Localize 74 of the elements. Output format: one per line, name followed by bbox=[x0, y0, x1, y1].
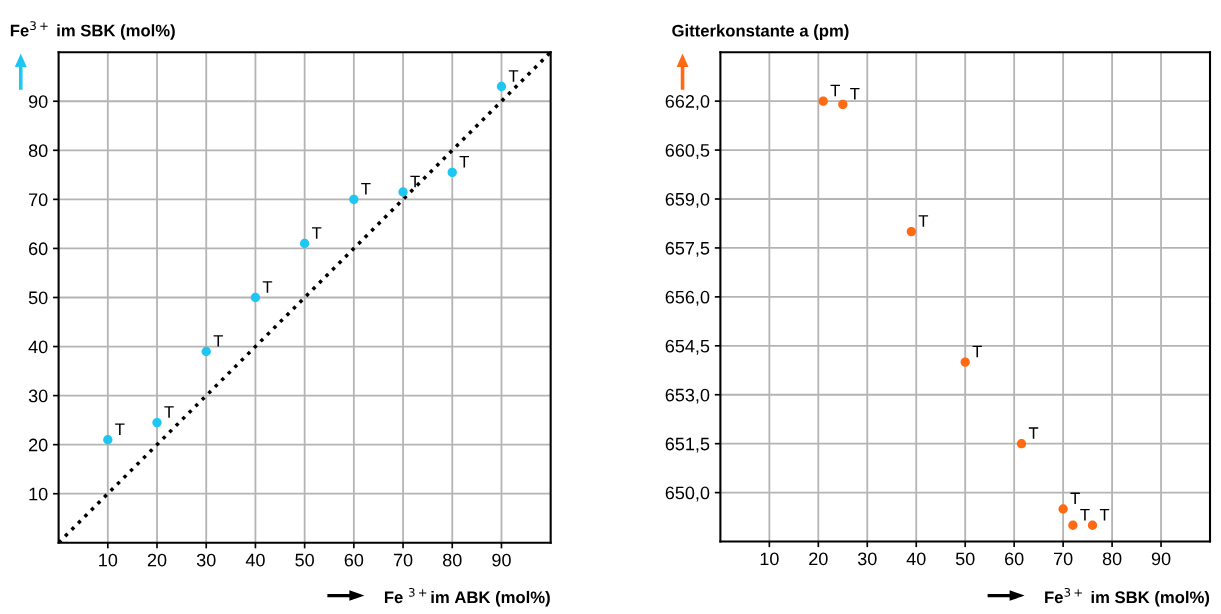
point bbox=[1016, 439, 1027, 449]
annotation: T bbox=[1070, 492, 1080, 505]
y-tick-label: 654,5 bbox=[665, 339, 710, 355]
point bbox=[1058, 504, 1068, 514]
y-axis-title: Fe$^{3+}$ im SBK (mol%) bbox=[10, 21, 175, 40]
annotation: T bbox=[830, 84, 840, 97]
y-tick-label: 653,0 bbox=[665, 388, 710, 404]
x-tick-label: 20 bbox=[147, 553, 167, 567]
x-tick-label: 60 bbox=[344, 553, 364, 567]
annotation: T bbox=[361, 183, 371, 195]
annotation: T bbox=[213, 335, 223, 347]
point bbox=[496, 81, 507, 92]
y-axis-title: Gitterkonstante a (pm) bbox=[672, 24, 849, 40]
x-tick-label: 90 bbox=[492, 553, 511, 567]
annotation: T bbox=[972, 345, 982, 358]
x-tick-label: 70 bbox=[393, 553, 413, 567]
x-tick-label: 40 bbox=[245, 553, 265, 567]
point bbox=[447, 167, 457, 178]
y-tick-label: 30 bbox=[28, 389, 48, 403]
y-tick-label: 60 bbox=[29, 242, 48, 256]
x-tick-label: 80 bbox=[443, 553, 462, 567]
x-tick-label: 90 bbox=[1151, 552, 1171, 566]
annotation: T bbox=[164, 406, 174, 418]
annotation: T bbox=[508, 70, 519, 82]
x-tick-label: 30 bbox=[857, 552, 877, 566]
point bbox=[1068, 520, 1078, 530]
x-tick-label: 70 bbox=[1054, 552, 1073, 566]
annotation: T bbox=[262, 281, 273, 293]
annotation: T bbox=[115, 423, 125, 435]
annotation: T bbox=[850, 88, 860, 100]
y-tick-label: 651,5 bbox=[665, 437, 710, 453]
y-tick-label: 80 bbox=[28, 144, 48, 158]
point bbox=[906, 226, 916, 237]
y-tick-label: 656,0 bbox=[665, 290, 710, 306]
annotation: T bbox=[459, 156, 469, 168]
y-tick-label: 40 bbox=[28, 340, 48, 354]
point bbox=[838, 99, 848, 110]
x-tick-label: 60 bbox=[1005, 552, 1024, 566]
point bbox=[103, 435, 113, 445]
y-tick-label: 10 bbox=[29, 487, 48, 501]
annotation: T bbox=[1080, 508, 1090, 521]
annotation: T bbox=[311, 227, 322, 239]
y-tick-label: 657,5 bbox=[665, 241, 710, 257]
annotation: T bbox=[1099, 508, 1110, 521]
x-tick-label: 10 bbox=[760, 552, 779, 566]
y-tick-label: 90 bbox=[28, 95, 48, 108]
point bbox=[299, 238, 310, 249]
x-tick-label: 50 bbox=[295, 553, 314, 567]
y-tick-label: 662,0 bbox=[665, 95, 710, 110]
x-tick-label: 50 bbox=[955, 552, 975, 566]
x-tick-label: 40 bbox=[906, 552, 926, 566]
point bbox=[960, 357, 970, 367]
x-tick-label: 20 bbox=[809, 552, 828, 566]
y-tick-label: 50 bbox=[28, 291, 48, 305]
annotation: T bbox=[918, 215, 929, 227]
x-axis-title: Fe$^{3+}$ im SBK (mol%) bbox=[1045, 587, 1210, 607]
point bbox=[250, 292, 261, 303]
y-tick-label: 650,0 bbox=[665, 486, 710, 502]
x-axis-title: Fe $^{3+}$im ABK (mol%) bbox=[384, 587, 550, 607]
y-tick-label: 660,5 bbox=[665, 144, 710, 159]
y-tick-label: 70 bbox=[29, 193, 48, 207]
x-tick-label: 10 bbox=[99, 553, 118, 567]
point bbox=[349, 194, 359, 205]
point bbox=[201, 346, 211, 357]
point bbox=[1087, 520, 1098, 530]
y-tick-label: 20 bbox=[29, 438, 48, 452]
annotation: T bbox=[1028, 427, 1039, 439]
x-tick-label: 80 bbox=[1102, 552, 1122, 566]
annotation: T bbox=[410, 175, 420, 188]
point bbox=[152, 417, 162, 428]
point bbox=[398, 187, 408, 197]
point bbox=[818, 96, 828, 106]
x-tick-label: 30 bbox=[196, 553, 216, 567]
y-tick-label: 659,0 bbox=[665, 192, 710, 208]
